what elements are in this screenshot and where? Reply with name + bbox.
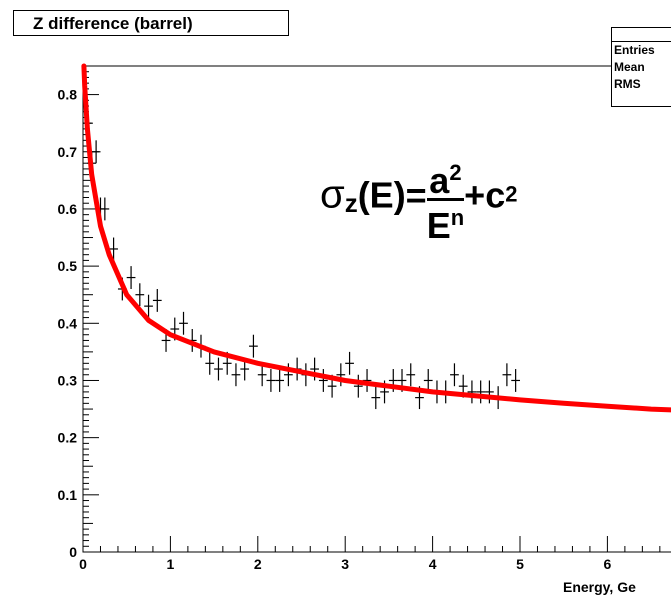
y-tick-label: 0.6 [58,201,78,217]
stats-mean-label: Mean [614,60,645,74]
formula-subscript: z [345,188,358,218]
y-tick-label: 0.8 [58,87,78,103]
data-point [485,380,494,403]
data-point [153,289,162,312]
stats-box: Entries Mean RMS [611,27,671,107]
data-point [345,352,354,375]
stats-header [612,28,671,42]
y-tick-label: 0 [69,544,77,560]
plot-frame [83,66,671,552]
data-point [275,369,284,392]
data-point [249,335,258,358]
y-tick-label: 0.1 [58,487,78,503]
formula-fraction: a2 En [427,156,464,243]
data-point [511,369,520,392]
data-point [232,363,241,386]
data-point [205,352,214,375]
data-point [354,375,363,398]
chart-title: Z difference (barrel) [33,14,193,34]
stats-rms-label: RMS [614,77,641,91]
y-tick-label: 0.2 [58,430,78,446]
data-point [267,369,276,392]
data-point [476,380,485,403]
chart-title-box: Z difference (barrel) [13,10,289,36]
x-tick-label: 4 [429,556,437,572]
x-tick-label: 1 [167,556,175,572]
plot-border [83,66,671,552]
x-axis-label: Energy, Ge [563,579,636,595]
x-axis: 0 1 2 3 4 5 6 [79,536,671,572]
data-point [503,363,512,386]
x-tick-label: 5 [516,556,524,572]
formula-num: a [429,160,449,201]
formula-num-exp: 2 [449,160,461,185]
y-tick-label: 0.4 [58,315,78,331]
data-point [214,358,223,381]
formula-den: E [427,205,451,246]
data-point [92,140,101,163]
data-point [319,369,328,392]
y-tick-label: 0.7 [58,144,78,160]
formula-denominator: En [427,201,464,243]
formula-c-exp: 2 [505,181,517,206]
formula-sigma: σ [320,173,345,217]
y-tick-label: 0.3 [58,372,78,388]
x-tick-label: 2 [254,556,262,572]
x-tick-label: 0 [79,556,87,572]
data-point [127,266,136,289]
data-point [468,380,477,403]
formula-den-exp: n [451,205,464,230]
data-point [406,363,415,386]
x-tick-label: 3 [341,556,349,572]
data-point [100,198,109,221]
y-axis: 0 0.1 0.2 0.3 0.4 0.5 0.6 0.7 0.8 [58,66,99,560]
formula-plus: +c [464,175,505,216]
data-point [450,363,459,386]
formula-lhs: (E)= [358,175,427,216]
stats-entries-label: Entries [614,43,655,57]
fit-formula: σz(E)= a2 En +c2 [320,160,517,247]
data-point [179,312,188,335]
data-point [371,386,380,409]
y-tick-label: 0.5 [58,258,78,274]
formula-numerator: a2 [427,156,464,201]
x-tick-label: 6 [604,556,612,572]
